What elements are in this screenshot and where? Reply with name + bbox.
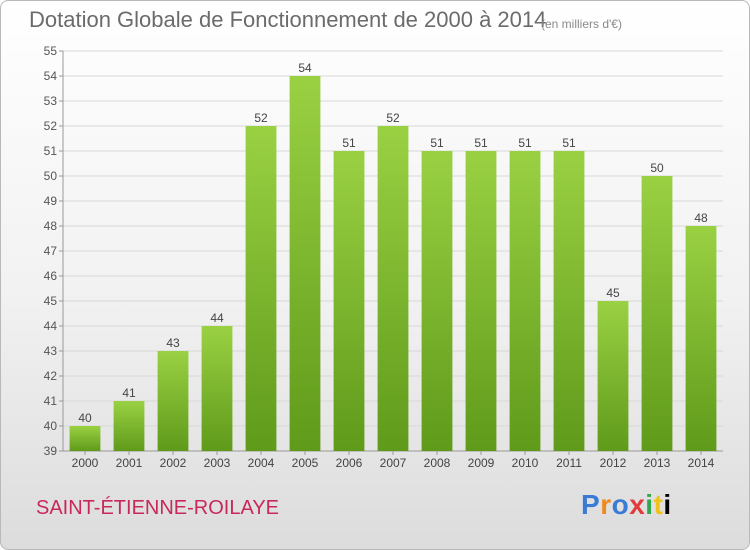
y-tick-label: 52: [44, 119, 58, 133]
logo-letter: o: [611, 489, 630, 520]
data-label: 45: [606, 286, 620, 300]
bar: [69, 426, 101, 451]
unit-note: (en milliers d'€): [541, 17, 622, 31]
data-label: 50: [650, 161, 664, 175]
logo-letter: t: [653, 489, 664, 520]
y-tick-label: 42: [44, 369, 58, 383]
logo-letter: i: [645, 489, 654, 520]
x-tick-label: 2000: [72, 456, 99, 470]
data-label: 48: [694, 211, 708, 225]
y-tick-label: 40: [44, 419, 58, 433]
data-label: 51: [430, 136, 444, 150]
y-tick-label: 43: [44, 344, 58, 358]
y-tick-label: 50: [44, 169, 58, 183]
bar: [465, 151, 497, 451]
y-tick-label: 53: [44, 94, 58, 108]
data-label: 51: [342, 136, 356, 150]
data-label: 52: [386, 111, 400, 125]
bar: [685, 226, 717, 451]
bar: [377, 126, 409, 451]
y-tick-label: 48: [44, 219, 58, 233]
x-tick-label: 2004: [248, 456, 275, 470]
bar: [553, 151, 585, 451]
town-name: SAINT-ÉTIENNE-ROILAYE: [36, 497, 280, 519]
x-tick-label: 2011: [556, 456, 582, 470]
data-label: 51: [474, 136, 488, 150]
y-tick-label: 39: [44, 444, 58, 458]
x-tick-label: 2001: [116, 456, 143, 470]
x-tick-label: 2007: [380, 456, 407, 470]
x-axis: 2000 2001 2002 2003 2004 2005 2006 2007 2008 2009…: [72, 451, 715, 470]
bar: [641, 176, 673, 451]
x-tick-label: 2005: [292, 456, 319, 470]
bar: [289, 76, 321, 451]
logo-letter: x: [629, 489, 646, 520]
bar: [245, 126, 277, 451]
bar: [509, 151, 541, 451]
x-tick-label: 2009: [468, 456, 495, 470]
bar: [157, 351, 189, 451]
y-tick-label: 47: [44, 244, 58, 258]
data-labels: 40 41 43 44 52 54 51 52 51 51 51 51 45 50 48: [78, 61, 708, 425]
logo-letter: P: [581, 489, 601, 520]
bars: [69, 76, 717, 451]
bar: [421, 151, 453, 451]
x-tick-label: 2014: [688, 456, 715, 470]
bar: [333, 151, 365, 451]
data-label: 43: [166, 336, 180, 350]
y-tick-label: 54: [44, 69, 58, 83]
x-tick-label: 2002: [160, 456, 187, 470]
y-tick-label: 49: [44, 194, 58, 208]
data-label: 51: [518, 136, 532, 150]
data-label: 41: [122, 386, 136, 400]
y-tick-label: 45: [44, 294, 58, 308]
data-label: 44: [210, 311, 224, 325]
data-label: 51: [562, 136, 576, 150]
y-tick-label: 46: [44, 269, 58, 283]
x-tick-label: 2010: [512, 456, 539, 470]
bar: [201, 326, 233, 451]
y-tick-label: 55: [44, 44, 58, 58]
x-tick-label: 2006: [336, 456, 363, 470]
data-label: 52: [254, 111, 268, 125]
x-tick-label: 2012: [600, 456, 627, 470]
data-label: 40: [78, 411, 92, 425]
x-tick-label: 2003: [204, 456, 231, 470]
y-tick-label: 44: [44, 319, 58, 333]
chart-title: Dotation Globale de Fonctionnement de 20…: [29, 7, 547, 32]
bar: [113, 401, 145, 451]
y-tick-label: 41: [44, 394, 58, 408]
logo-letter: i: [663, 489, 672, 520]
proxiti-logo[interactable]: Proxiti: [581, 489, 672, 521]
y-tick-label: 51: [44, 144, 58, 158]
x-tick-label: 2013: [644, 456, 671, 470]
data-label: 54: [298, 61, 312, 75]
bar: [597, 301, 629, 451]
x-tick-label: 2008: [424, 456, 451, 470]
logo-letter: r: [600, 489, 612, 520]
